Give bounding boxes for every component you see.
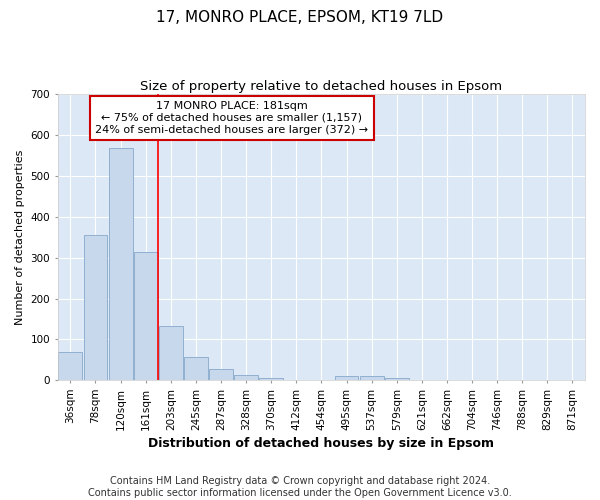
Text: 17, MONRO PLACE, EPSOM, KT19 7LD: 17, MONRO PLACE, EPSOM, KT19 7LD [157,10,443,25]
Bar [184,357,208,380]
Bar [359,376,383,380]
Y-axis label: Number of detached properties: Number of detached properties [15,150,25,325]
Bar [58,352,82,380]
Bar [209,370,233,380]
Bar [109,148,133,380]
X-axis label: Distribution of detached houses by size in Epsom: Distribution of detached houses by size … [148,437,494,450]
Bar [83,235,107,380]
Bar [234,375,258,380]
Bar [385,378,409,380]
Text: Contains HM Land Registry data © Crown copyright and database right 2024.
Contai: Contains HM Land Registry data © Crown c… [88,476,512,498]
Title: Size of property relative to detached houses in Epsom: Size of property relative to detached ho… [140,80,502,93]
Bar [159,326,183,380]
Bar [134,252,158,380]
Bar [335,376,358,380]
Text: 17 MONRO PLACE: 181sqm
← 75% of detached houses are smaller (1,157)
24% of semi-: 17 MONRO PLACE: 181sqm ← 75% of detached… [95,102,368,134]
Bar [259,378,283,380]
